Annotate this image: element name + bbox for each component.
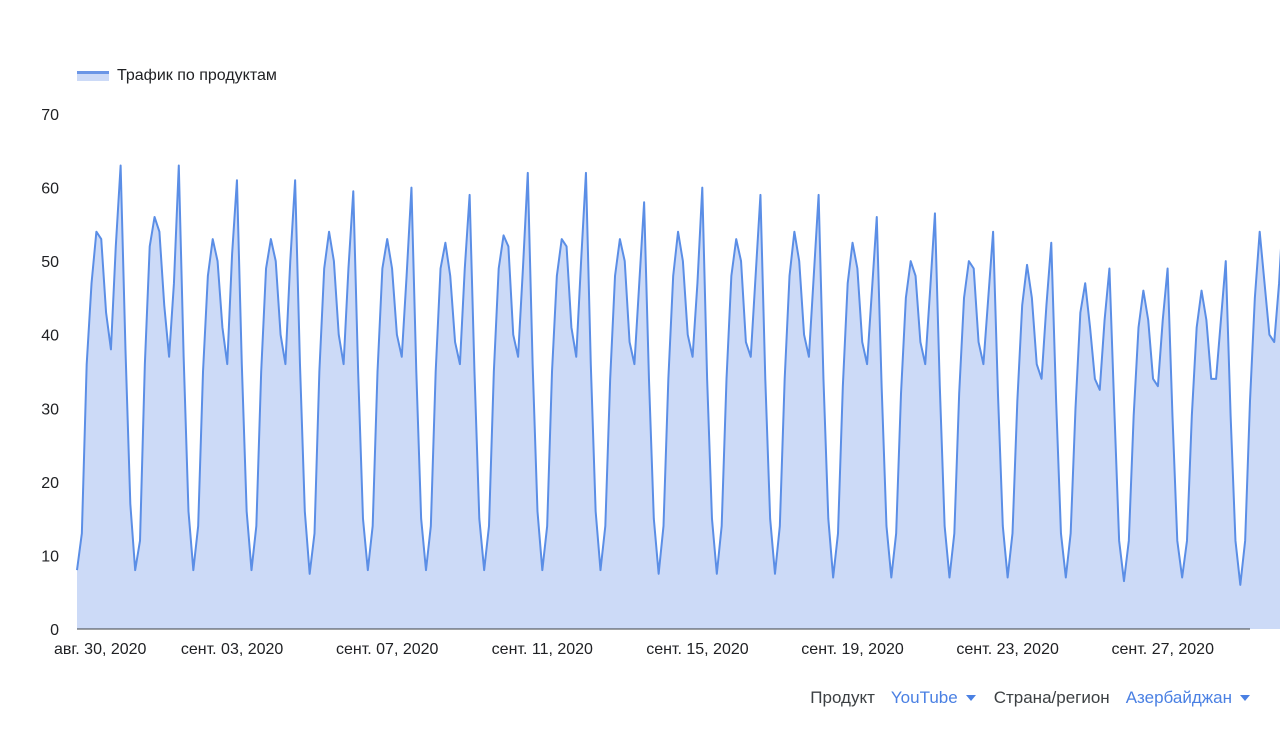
- x-tick-label: сент. 07, 2020: [336, 641, 439, 658]
- x-tick-label: сент. 03, 2020: [181, 641, 284, 658]
- x-tick-label: сент. 15, 2020: [646, 641, 749, 658]
- chart-legend[interactable]: Трафик по продуктам: [77, 67, 277, 85]
- x-tick-label: сент. 11, 2020: [492, 641, 593, 658]
- y-tick-label: 0: [50, 622, 59, 639]
- x-tick-label: сент. 19, 2020: [801, 641, 904, 658]
- y-axis-tick-labels: 0 10 20 30 40 50 60 70: [41, 107, 59, 639]
- y-tick-label: 40: [41, 328, 59, 345]
- region-filter-value[interactable]: Азербайджан: [1125, 688, 1232, 707]
- y-tick-label: 10: [41, 548, 59, 565]
- legend-swatch: [77, 71, 109, 81]
- x-tick-label: авг. 30, 2020: [54, 641, 147, 658]
- legend-label: Трафик по продуктам: [117, 67, 277, 84]
- x-axis-tick-labels: авг. 30, 2020 сент. 03, 2020 сент. 07, 202…: [54, 641, 1214, 658]
- chevron-down-icon[interactable]: [965, 695, 976, 701]
- chevron-down-icon[interactable]: [1240, 695, 1250, 701]
- y-tick-label: 60: [41, 181, 59, 198]
- series-area-fill: [77, 165, 1280, 629]
- region-filter[interactable]: Страна/регион Азербайджан: [994, 688, 1250, 708]
- series-line: [76, 164, 1280, 586]
- x-tick-label: сент. 27, 2020: [1112, 641, 1215, 658]
- region-filter-label: Страна/регион: [993, 688, 1110, 707]
- filter-bar: Продукт YouTube Страна/регион Азербайджа…: [810, 688, 1250, 708]
- y-tick-label: 20: [41, 475, 59, 492]
- y-tick-label: 50: [41, 254, 59, 271]
- product-filter[interactable]: Продукт YouTube: [810, 688, 993, 708]
- y-tick-label: 30: [41, 401, 59, 418]
- product-filter-label: Продукт: [810, 688, 875, 707]
- product-filter-value[interactable]: YouTube: [890, 688, 958, 707]
- y-tick-label: 70: [41, 107, 59, 124]
- x-tick-label: сент. 23, 2020: [956, 641, 1059, 658]
